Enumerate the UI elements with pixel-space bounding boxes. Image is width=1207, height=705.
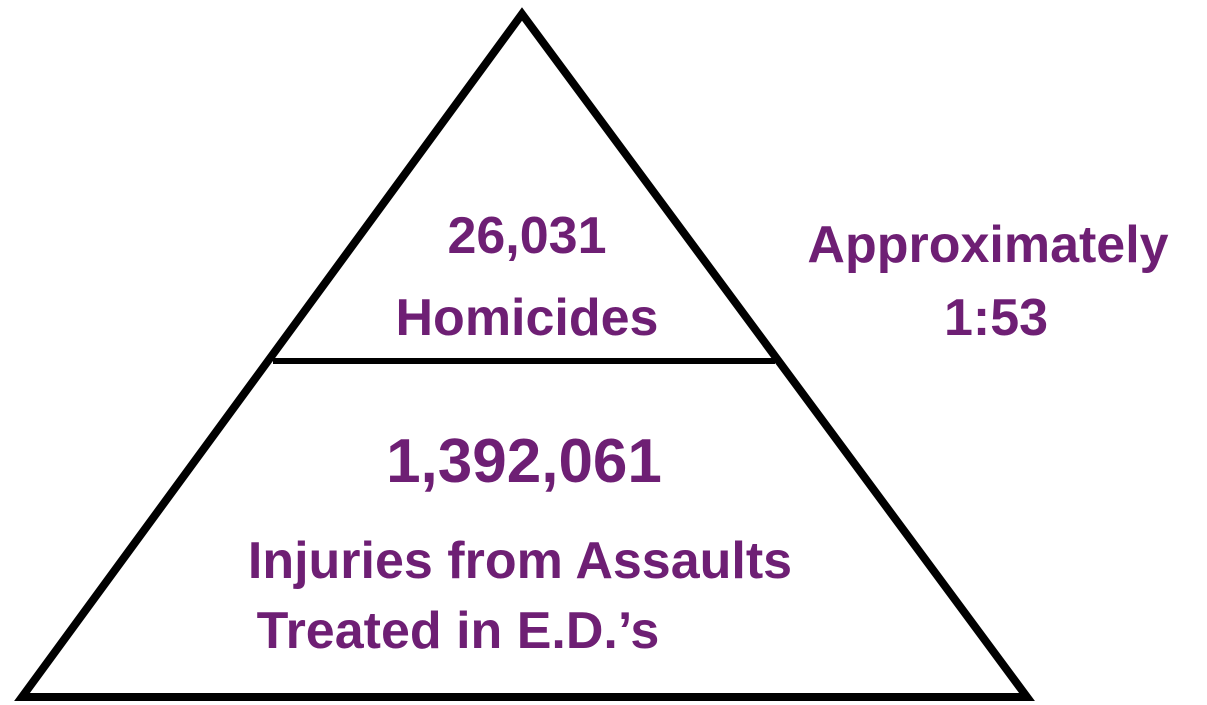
side-note: 1:53 xyxy=(944,289,1048,347)
side-note: Approximately xyxy=(807,216,1168,274)
bottom-label: Treated in E.D.’s xyxy=(257,602,660,660)
top-label: Homicides xyxy=(396,289,659,347)
bottom-label: Injuries from Assaults xyxy=(248,532,792,590)
top-value: 26,031 xyxy=(447,207,606,265)
bottom-value: 1,392,061 xyxy=(386,427,662,496)
pyramid-outline xyxy=(14,7,1035,701)
